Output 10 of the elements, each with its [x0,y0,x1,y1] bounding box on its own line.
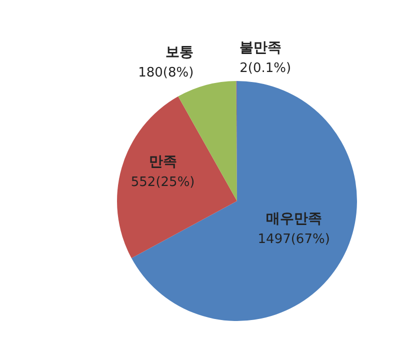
pie-slice [117,96,237,258]
slice-label: 불만족 [240,40,282,56]
pie-slice [131,81,357,321]
data-label: 1497(67%) [258,232,330,247]
data-label: 180(8%) [138,65,194,80]
data-label: 2(0.1%) [240,61,292,76]
slice-label: 만족 [148,154,177,170]
slice-label: 보통 [166,44,194,60]
data-label: 552(25%) [130,175,195,190]
slice-label: 매우만족 [266,210,322,227]
